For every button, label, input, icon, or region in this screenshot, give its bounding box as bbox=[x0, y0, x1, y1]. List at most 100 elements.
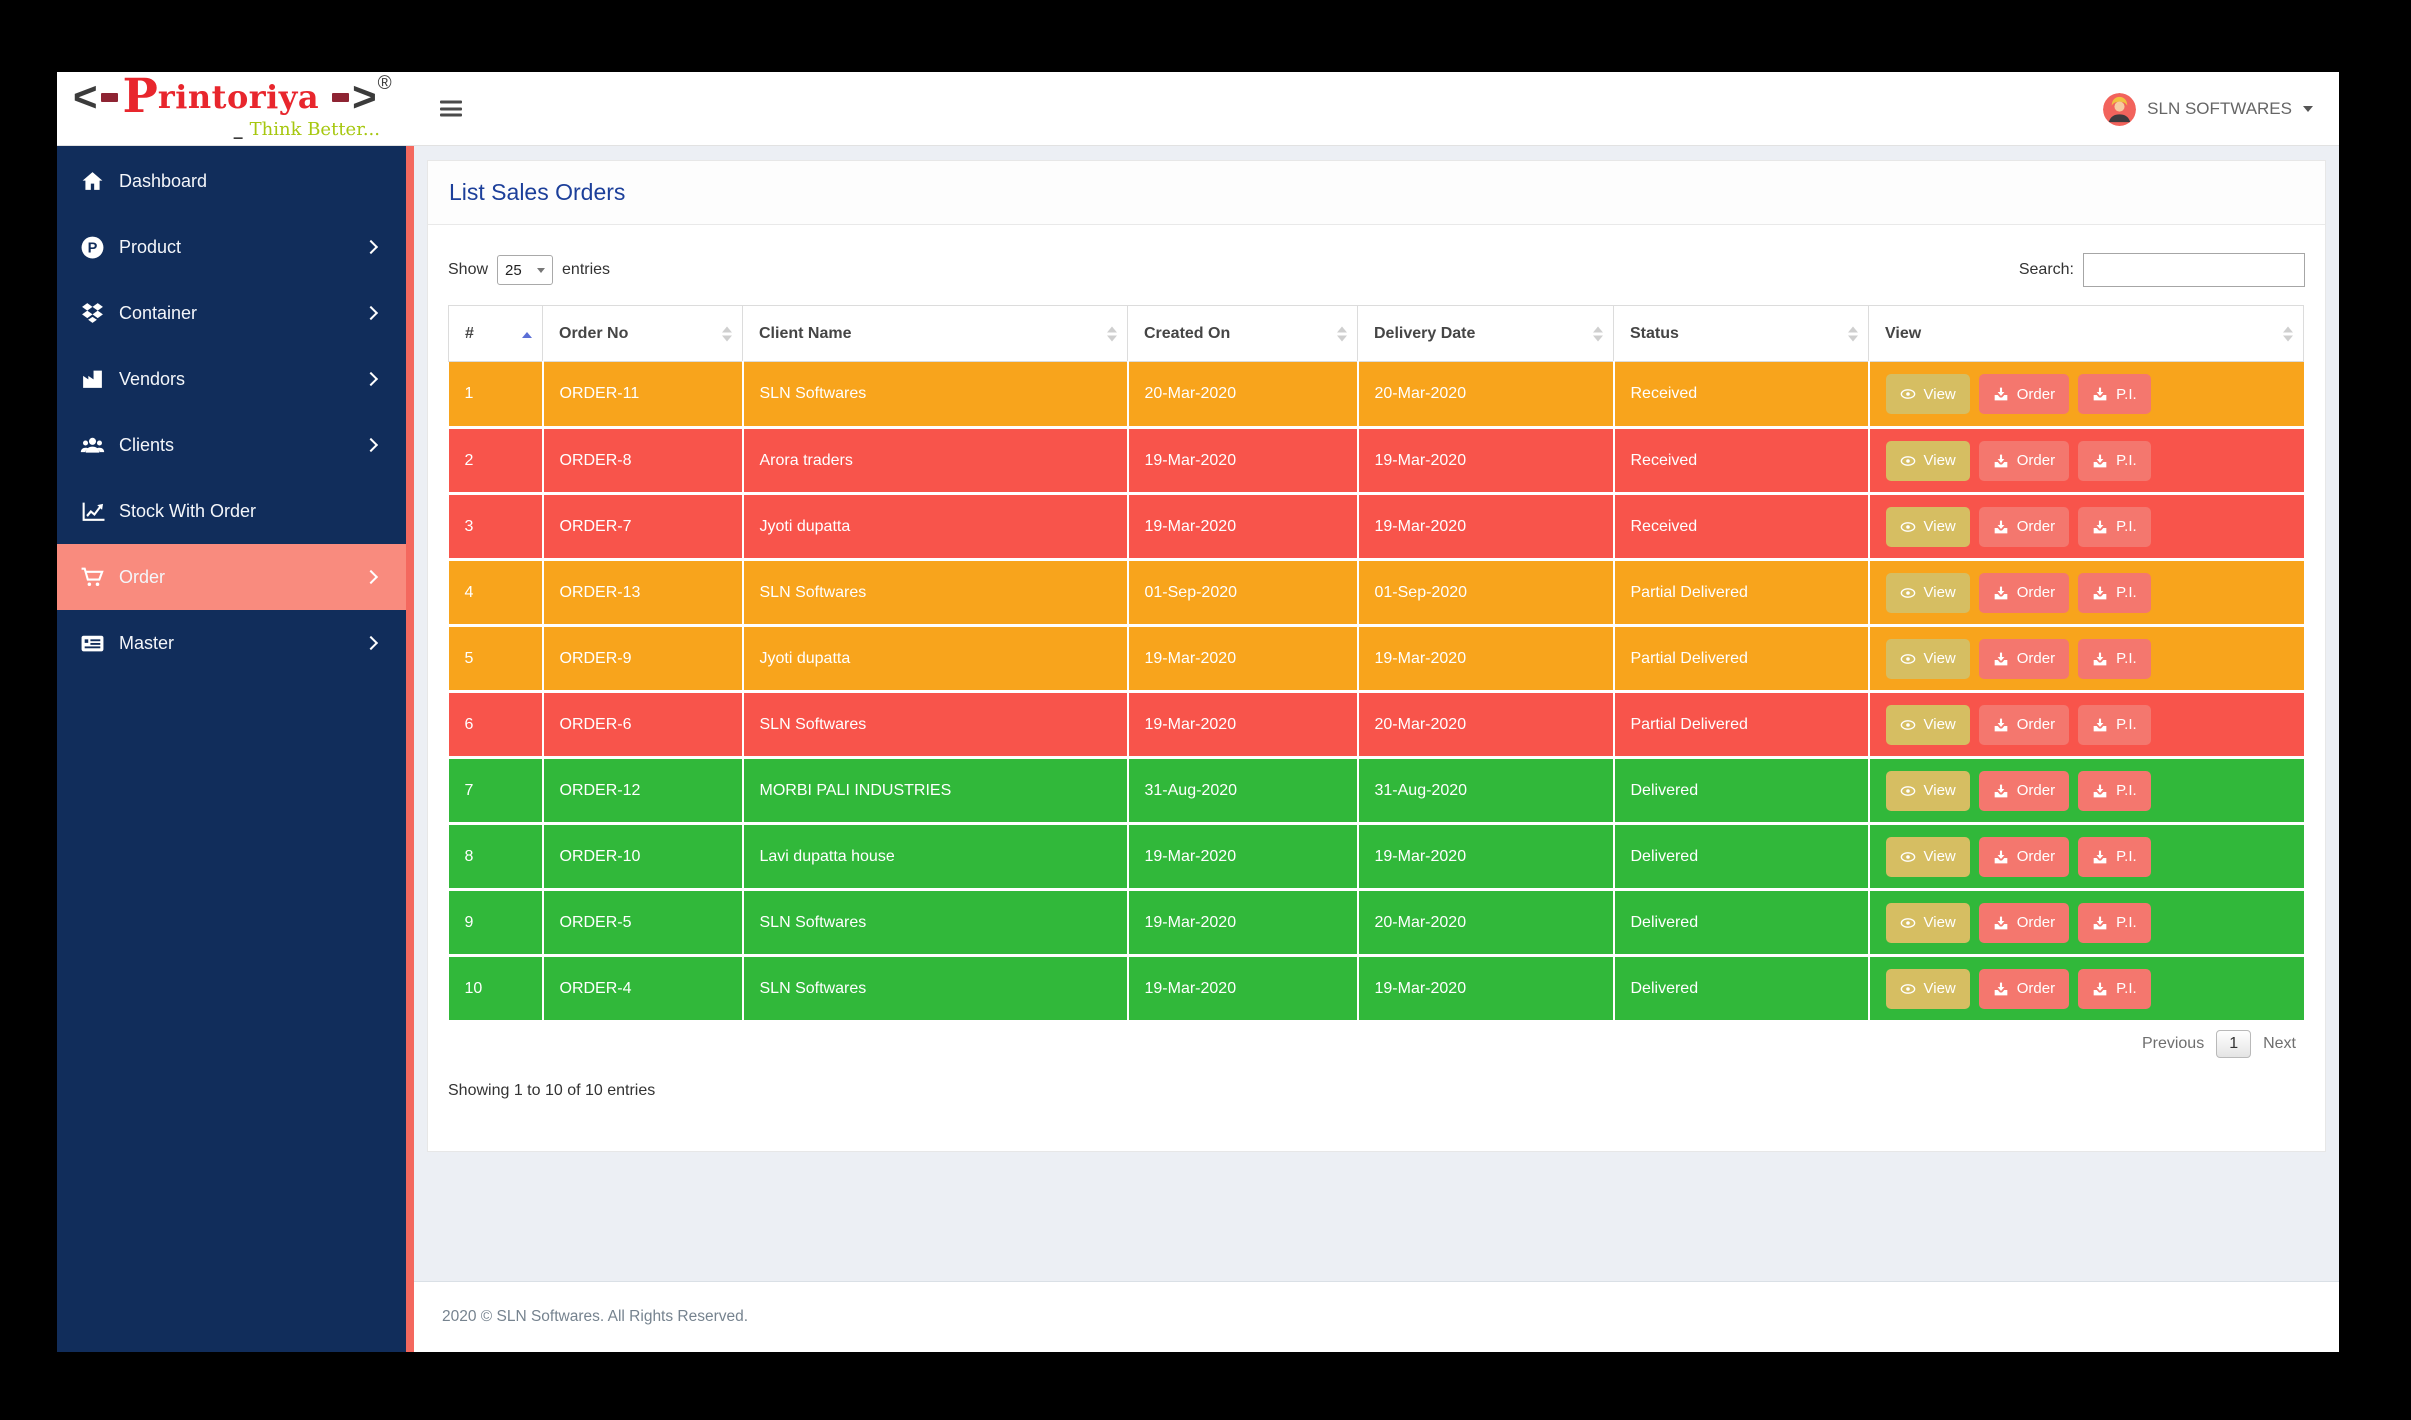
chevron-right-icon bbox=[363, 305, 379, 321]
table-row: 10 ORDER-4 SLN Softwares 19-Mar-2020 19-Mar-… bbox=[448, 955, 2304, 1023]
eye-icon bbox=[1900, 585, 1916, 601]
column-header-status[interactable]: Status bbox=[1613, 305, 1869, 362]
vendors-icon bbox=[79, 366, 106, 393]
cell-delivery-date: 19-Mar-2020 bbox=[1357, 823, 1615, 891]
cell-client-name: SLN Softwares bbox=[742, 889, 1129, 957]
chevron-right-icon bbox=[363, 635, 379, 651]
brand-tagline: _ Think Better... bbox=[233, 119, 380, 140]
column-header-view[interactable]: View bbox=[1868, 305, 2304, 362]
sort-arrows-icon bbox=[1593, 321, 1603, 346]
copyright-text: 2020 © SLN Softwares. All Rights Reserve… bbox=[442, 1308, 749, 1325]
sidebar-item-container[interactable]: Container bbox=[57, 280, 406, 346]
download-pi-button[interactable]: P.I. bbox=[2078, 902, 2151, 943]
view-button[interactable]: View bbox=[1885, 836, 1970, 877]
table-row: 7 ORDER-12 MORBI PALI INDUSTRIES 31-Aug-202… bbox=[448, 757, 2304, 825]
cell-delivery-date: 01-Sep-2020 bbox=[1357, 559, 1615, 627]
eye-icon bbox=[1900, 717, 1916, 733]
download-order-button[interactable]: Order bbox=[1978, 374, 2070, 414]
download-icon bbox=[2092, 981, 2108, 997]
view-button[interactable]: View bbox=[1885, 374, 1970, 414]
sidebar-item-dashboard[interactable]: Dashboard bbox=[57, 148, 406, 214]
previous-page-button[interactable]: Previous bbox=[2141, 1035, 2205, 1052]
eye-icon bbox=[1900, 519, 1916, 535]
download-order-button[interactable]: Order bbox=[1978, 572, 2070, 613]
view-button[interactable]: View bbox=[1885, 638, 1970, 679]
table-toolbar: Show 25 entries Search: bbox=[448, 253, 2305, 287]
cell-order-no: ORDER-6 bbox=[542, 691, 744, 759]
download-pi-button[interactable]: P.I. bbox=[2078, 374, 2151, 414]
clients-icon bbox=[79, 432, 106, 459]
download-order-button[interactable]: Order bbox=[1978, 638, 2070, 679]
cell-order-no: ORDER-5 bbox=[542, 889, 744, 957]
column-header-number[interactable]: # bbox=[448, 305, 543, 362]
search-input[interactable] bbox=[2083, 253, 2305, 287]
page-number-button[interactable]: 1 bbox=[2216, 1030, 2252, 1058]
download-order-button[interactable]: Order bbox=[1978, 770, 2070, 811]
table-row: 1 ORDER-11 SLN Softwares 20-Mar-2020 20-Mar-… bbox=[448, 361, 2304, 429]
view-button[interactable]: View bbox=[1885, 902, 1970, 943]
download-order-button[interactable]: Order bbox=[1978, 440, 2070, 481]
download-order-button[interactable]: Order bbox=[1978, 836, 2070, 877]
download-pi-button[interactable]: P.I. bbox=[2078, 638, 2151, 679]
cell-status: Partial Delivered bbox=[1613, 691, 1870, 759]
table-row: 6 ORDER-6 SLN Softwares 19-Mar-2020 20-Mar-2… bbox=[448, 691, 2304, 759]
sidebar-item-vendors[interactable]: Vendors bbox=[57, 346, 406, 412]
download-pi-button[interactable]: P.I. bbox=[2078, 704, 2151, 745]
column-header-order-no[interactable]: Order No bbox=[542, 305, 743, 362]
download-order-button[interactable]: Order bbox=[1978, 902, 2070, 943]
view-button[interactable]: View bbox=[1885, 968, 1970, 1009]
download-order-button[interactable]: Order bbox=[1978, 704, 2070, 745]
column-header-delivery-date[interactable]: Delivery Date bbox=[1357, 305, 1614, 362]
table-row: 2 ORDER-8 Arora traders 19-Mar-2020 19-Mar-2… bbox=[448, 427, 2304, 495]
cell-actions: View Order P.I. bbox=[1868, 823, 2304, 891]
view-button[interactable]: View bbox=[1885, 704, 1970, 745]
entries-label: entries bbox=[562, 261, 611, 278]
sidebar-item-clients[interactable]: Clients bbox=[57, 412, 406, 478]
chevron-right-icon bbox=[363, 437, 379, 453]
view-button[interactable]: View bbox=[1885, 770, 1970, 811]
hamburger-menu-icon[interactable] bbox=[440, 97, 462, 120]
column-header-created-on[interactable]: Created On bbox=[1127, 305, 1358, 362]
eye-icon bbox=[1900, 453, 1916, 469]
cell-created-on: 31-Aug-2020 bbox=[1127, 757, 1359, 825]
sidebar-item-stock-with-order[interactable]: Stock With Order bbox=[57, 478, 406, 544]
stock-chart-icon bbox=[79, 498, 106, 525]
view-button[interactable]: View bbox=[1885, 572, 1970, 613]
cell-client-name: SLN Softwares bbox=[742, 361, 1129, 429]
cell-number: 10 bbox=[448, 955, 544, 1023]
sidebar-item-master[interactable]: Master bbox=[57, 610, 406, 676]
view-button[interactable]: View bbox=[1885, 440, 1970, 481]
list-orders-card: List Sales Orders Show 25 entries bbox=[427, 160, 2326, 1152]
download-pi-button[interactable]: P.I. bbox=[2078, 836, 2151, 877]
table-row: 4 ORDER-13 SLN Softwares 01-Sep-2020 01-Sep-… bbox=[448, 559, 2304, 627]
column-header-client-name[interactable]: Client Name bbox=[742, 305, 1128, 362]
cell-created-on: 19-Mar-2020 bbox=[1127, 625, 1359, 693]
footer: 2020 © SLN Softwares. All Rights Reserve… bbox=[414, 1281, 2339, 1352]
cell-order-no: ORDER-11 bbox=[542, 361, 744, 429]
cell-status: Received bbox=[1613, 493, 1870, 561]
sidebar-item-product[interactable]: P Product bbox=[57, 214, 406, 280]
search-label: Search: bbox=[2018, 261, 2074, 278]
sort-arrows-icon bbox=[1107, 321, 1117, 346]
column-label: # bbox=[465, 324, 474, 342]
download-icon bbox=[1993, 981, 2009, 997]
sidebar-item-label: Container bbox=[119, 302, 198, 323]
download-pi-button[interactable]: P.I. bbox=[2078, 770, 2151, 811]
download-pi-button[interactable]: P.I. bbox=[2078, 440, 2151, 481]
download-order-button[interactable]: Order bbox=[1978, 968, 2070, 1009]
next-page-button[interactable]: Next bbox=[2263, 1035, 2296, 1052]
user-menu[interactable]: SLN SOFTWARES bbox=[2103, 72, 2313, 146]
top-navbar: < P rintoriya > ® _ Think Better... SLN S… bbox=[57, 72, 2339, 146]
cell-actions: View Order P.I. bbox=[1868, 361, 2304, 429]
download-pi-button[interactable]: P.I. bbox=[2078, 968, 2151, 1009]
cell-created-on: 01-Sep-2020 bbox=[1127, 559, 1359, 627]
view-button[interactable]: View bbox=[1885, 506, 1970, 547]
cell-delivery-date: 19-Mar-2020 bbox=[1357, 955, 1615, 1023]
download-order-button[interactable]: Order bbox=[1978, 506, 2070, 547]
sidebar-item-order[interactable]: Order bbox=[57, 544, 406, 610]
download-pi-button[interactable]: P.I. bbox=[2078, 572, 2151, 613]
download-pi-button[interactable]: P.I. bbox=[2078, 506, 2151, 547]
page-length-select[interactable]: 25 bbox=[497, 255, 554, 285]
search-control: Search: bbox=[2019, 253, 2305, 287]
